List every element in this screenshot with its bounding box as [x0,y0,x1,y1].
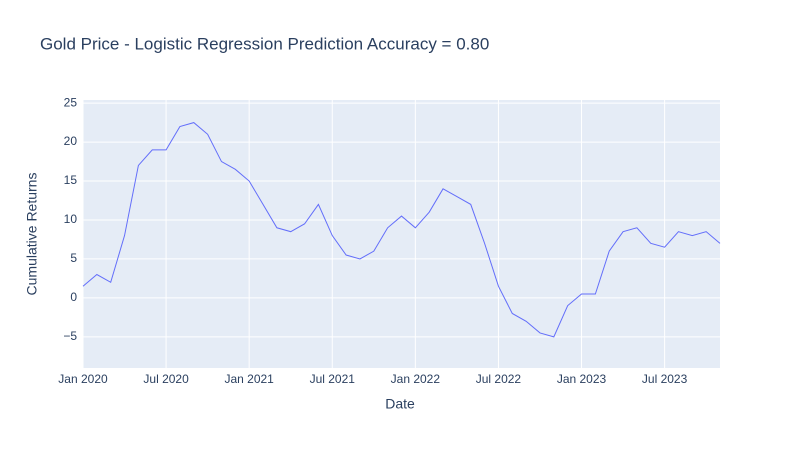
y-tick-label: 5 [70,251,77,265]
x-tick-label: Jan 2023 [557,372,607,386]
y-tick-label: 20 [64,134,78,148]
y-tick-label: 25 [64,95,78,109]
chart-title: Gold Price - Logistic Regression Predict… [40,34,489,53]
y-axis-title: Cumulative Returns [24,173,40,296]
x-tick-label: Jul 2023 [642,372,688,386]
x-tick-label: Jul 2022 [476,372,522,386]
plot-background [83,100,720,368]
x-tick-label: Jul 2021 [310,372,356,386]
y-tick-label: 10 [64,212,78,226]
line [82,122,721,338]
x-tick-label: Jan 2022 [391,372,441,386]
y-tick-label: 15 [64,173,78,187]
x-axis-title: Date [385,396,415,412]
x-tick-label: Jul 2020 [143,372,189,386]
y-tick-label: 0 [70,290,77,304]
x-tick-label: Jan 2021 [224,372,274,386]
y-tick-label: −5 [63,329,77,343]
x-tick-label: Jan 2020 [58,372,108,386]
